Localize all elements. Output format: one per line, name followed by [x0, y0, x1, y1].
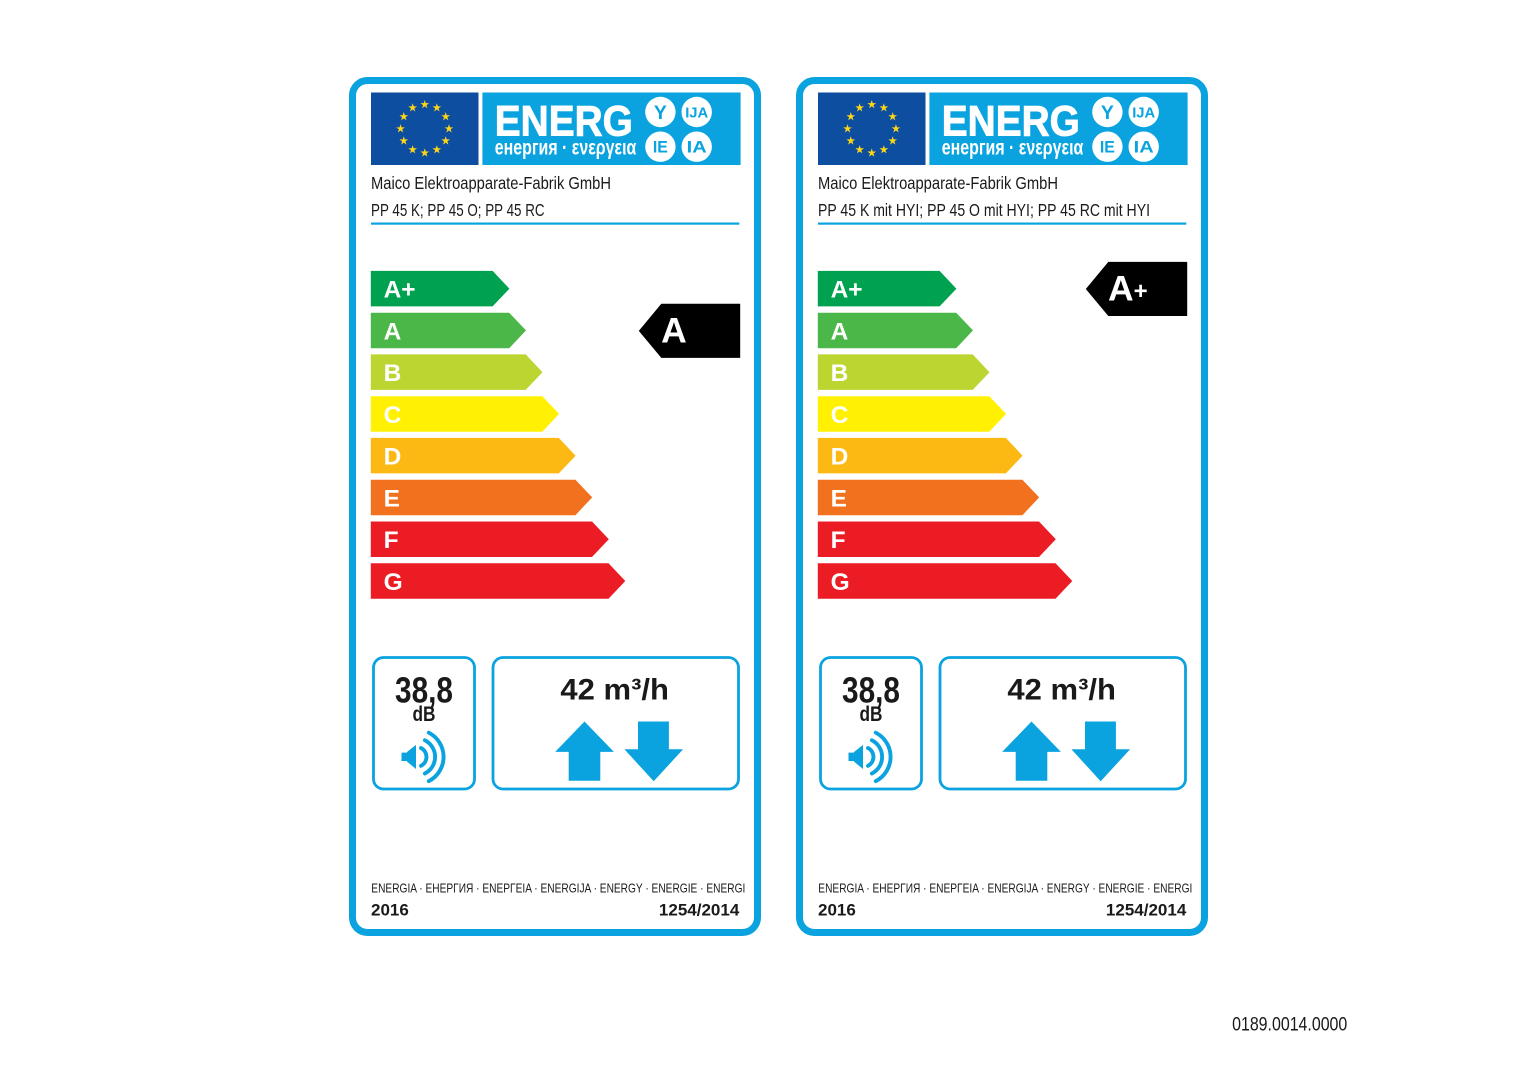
svg-text:IJA: IJA — [685, 104, 708, 121]
svg-text:1254/2014: 1254/2014 — [1106, 900, 1187, 919]
svg-text:38,8: 38,8 — [395, 670, 453, 711]
svg-text:ENERGIA · ЕНЕРГИЯ · ΕΝΕРΓΕΙΑ ·: ENERGIA · ЕНЕРГИЯ · ΕΝΕРΓΕΙΑ · ENERGIJA … — [819, 881, 1193, 895]
svg-text:G: G — [831, 569, 850, 596]
svg-text:PP 45 K mit HYI; PP 45 O mit H: PP 45 K mit HYI; PP 45 O mit HYI; PP 45 … — [818, 200, 1150, 220]
svg-text:1254/2014: 1254/2014 — [659, 900, 740, 919]
svg-text:dB: dB — [412, 703, 435, 726]
svg-text:E: E — [383, 485, 399, 512]
svg-text:PP 45 K; PP 45 O; PP 45 RC: PP 45 K; PP 45 O; PP 45 RC — [371, 200, 545, 220]
svg-text:38,8: 38,8 — [842, 670, 900, 711]
svg-text:енергия · ενεργεια: енергия · ενεργεια — [942, 136, 1084, 159]
svg-text:Maico Elektroapparate-Fabrik G: Maico Elektroapparate-Fabrik GmbH — [371, 173, 611, 193]
svg-text:IJA: IJA — [1132, 104, 1155, 121]
svg-text:A: A — [831, 318, 849, 345]
svg-text:dB: dB — [860, 703, 883, 726]
svg-text:B: B — [831, 360, 849, 387]
svg-text:енергия · ενεργεια: енергия · ενεργεια — [494, 136, 636, 159]
svg-text:E: E — [831, 485, 847, 512]
svg-text:Y: Y — [654, 103, 667, 124]
svg-text:D: D — [383, 444, 401, 471]
svg-text:42 m³/h: 42 m³/h — [1008, 673, 1116, 706]
svg-text:F: F — [383, 527, 398, 554]
svg-text:C: C — [383, 402, 401, 429]
svg-text:2016: 2016 — [371, 900, 409, 919]
svg-text:G: G — [383, 569, 402, 596]
svg-text:A: A — [383, 318, 401, 345]
svg-text:ENERGIA · ЕНЕРГИЯ · ΕΝΕРΓΕΙΑ ·: ENERGIA · ЕНЕРГИЯ · ΕΝΕРΓΕΙΑ · ENERGIJA … — [371, 881, 745, 895]
svg-text:A+: A+ — [831, 277, 863, 304]
svg-text:ENERG: ENERG — [942, 98, 1080, 146]
svg-text:2016: 2016 — [818, 900, 856, 919]
svg-text:IE: IE — [1100, 139, 1115, 157]
svg-text:Y: Y — [1101, 103, 1114, 124]
svg-text:A+: A+ — [383, 277, 415, 304]
svg-text:D: D — [831, 444, 849, 471]
svg-text:42 m³/h: 42 m³/h — [560, 673, 669, 706]
svg-text:C: C — [831, 402, 849, 429]
svg-text:0189.0014.0000: 0189.0014.0000 — [1232, 1014, 1347, 1035]
svg-text:IA: IA — [686, 139, 706, 157]
svg-text:A: A — [661, 310, 687, 350]
svg-text:F: F — [831, 527, 846, 554]
svg-text:IE: IE — [653, 139, 668, 157]
svg-text:ENERG: ENERG — [494, 98, 632, 146]
svg-text:Maico Elektroapparate-Fabrik G: Maico Elektroapparate-Fabrik GmbH — [818, 173, 1058, 193]
svg-text:IA: IA — [1134, 139, 1154, 157]
svg-text:B: B — [383, 360, 401, 387]
